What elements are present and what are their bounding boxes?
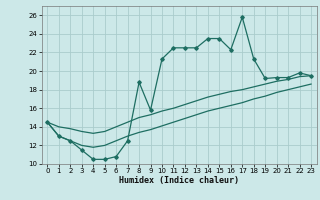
X-axis label: Humidex (Indice chaleur): Humidex (Indice chaleur) — [119, 176, 239, 185]
